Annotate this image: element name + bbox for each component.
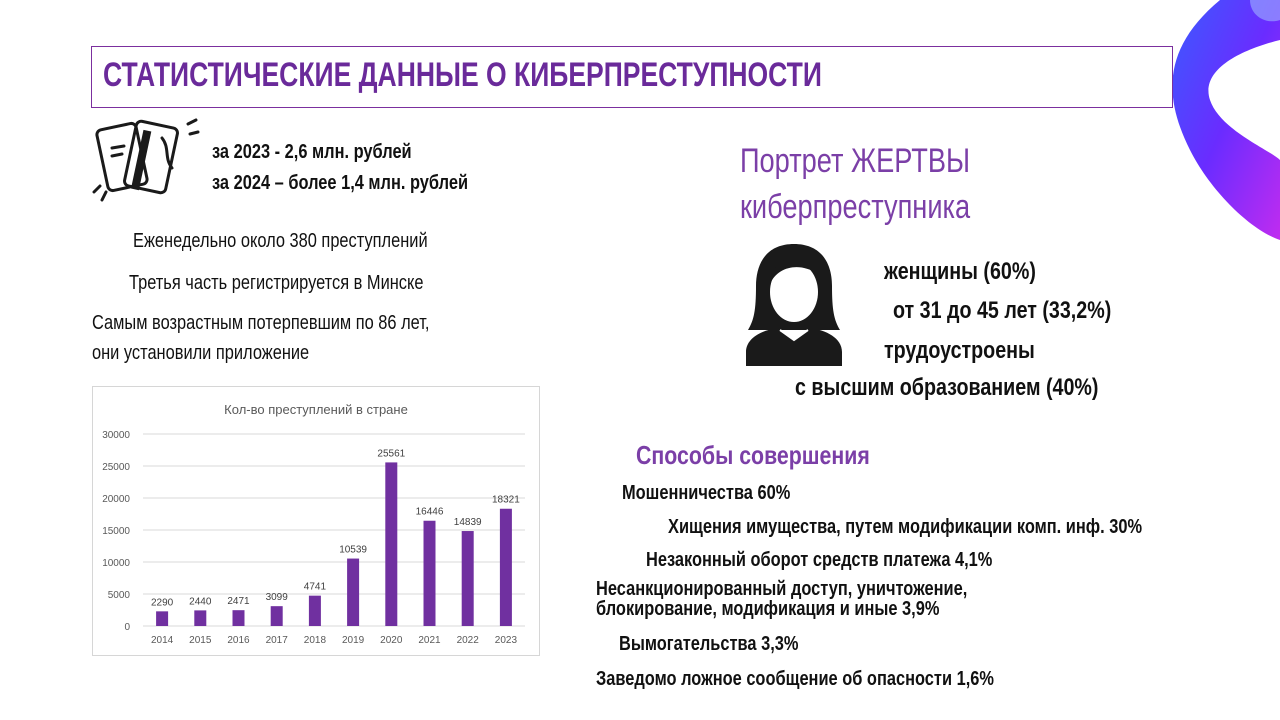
- bar-2019: [347, 558, 360, 626]
- damage-2024: за 2024 – более 1,4 млн. рублей: [212, 172, 469, 194]
- method-false-report: Заведомо ложное сообщение об опасности 1…: [596, 668, 994, 690]
- victim-women: женщины (60%): [884, 258, 1036, 285]
- chart-frame: Кол-во преступлений в стране 0 5000 10000 1…: [92, 386, 540, 656]
- bar-2018: [308, 595, 321, 626]
- bar-2021: [423, 520, 436, 626]
- x-tick-label: 2016: [227, 635, 250, 646]
- chart-title: Кол-во преступлений в стране: [224, 402, 408, 417]
- data-label: 3099: [266, 592, 289, 603]
- data-label: 2440: [189, 596, 212, 607]
- minsk-share: Третья часть регистрируется в Минске: [129, 272, 424, 294]
- data-label: 14839: [454, 517, 482, 528]
- x-tick-label: 2021: [418, 635, 441, 646]
- data-label: 18321: [492, 495, 520, 506]
- data-label: 16446: [416, 507, 444, 518]
- victim-employed: трудоустроены: [884, 337, 1035, 364]
- data-label: 2290: [151, 597, 174, 608]
- methods-heading: Способы совершения: [636, 440, 870, 470]
- oldest-victims-line1: Самым возрастным потерпевшим по 86 лет,: [92, 312, 430, 334]
- y-tick-label: 30000: [102, 430, 130, 441]
- method-payment: Незаконный оборот средств платежа 4,1%: [646, 549, 993, 571]
- x-tick-label: 2020: [380, 635, 403, 646]
- y-tick-label: 15000: [102, 526, 130, 537]
- x-tick-label: 2022: [457, 635, 480, 646]
- method-extortion: Вымогательства 3,3%: [619, 633, 799, 655]
- method-fraud: Мошенничества 60%: [622, 482, 791, 504]
- victim-heading-line1: Портрет ЖЕРТВЫ: [740, 142, 971, 180]
- x-tick-label: 2014: [151, 635, 174, 646]
- bank-cards-icon: [92, 118, 200, 202]
- decorative-ribbon: [1172, 0, 1280, 240]
- bar-2015: [194, 610, 207, 626]
- y-tick-label: 5000: [108, 590, 131, 601]
- bar-2023: [499, 508, 512, 626]
- x-tick-label: 2017: [266, 635, 289, 646]
- title-box: [91, 46, 1173, 108]
- y-tick-label: 10000: [102, 558, 130, 569]
- damage-2023: за 2023 - 2,6 млн. рублей: [212, 141, 412, 163]
- method-access-line2: блокирование, модификация и иные 3,9%: [596, 598, 940, 620]
- x-tick-label: 2018: [304, 635, 327, 646]
- page-title: СТАТИСТИЧЕСКИЕ ДАННЫЕ О КИБЕРПРЕСТУПНОСТ…: [103, 56, 822, 94]
- victim-education: с высшим образованием (40%): [795, 374, 1099, 401]
- victim-heading-line2: киберпреступника: [740, 188, 971, 226]
- bar-2014: [156, 611, 169, 626]
- bar-2016: [232, 610, 245, 626]
- y-tick-label: 20000: [102, 494, 130, 505]
- victim-age: от 31 до 45 лет (33,2%): [893, 297, 1112, 324]
- method-access-line1: Несанкционированный доступ, уничтожение,: [596, 578, 968, 600]
- x-tick-label: 2023: [495, 635, 518, 646]
- x-tick-label: 2019: [342, 635, 365, 646]
- bar-2020: [385, 462, 398, 626]
- woman-avatar-icon: [746, 244, 842, 366]
- data-label: 10539: [339, 545, 367, 556]
- data-label: 25561: [377, 448, 405, 459]
- y-tick-label: 25000: [102, 462, 130, 473]
- y-tick-label: 0: [124, 622, 130, 633]
- oldest-victims-line2: они установили приложение: [92, 342, 310, 364]
- data-label: 2471: [227, 596, 250, 607]
- weekly-crimes: Еженедельно около 380 преступлений: [133, 230, 428, 252]
- data-label: 4741: [304, 582, 327, 593]
- x-tick-label: 2015: [189, 635, 212, 646]
- bar-2022: [461, 531, 474, 626]
- method-theft: Хищения имущества, путем модификации ком…: [668, 516, 1143, 538]
- crimes-bar-chart: Кол-во преступлений в стране 0 5000 10000 1…: [102, 402, 525, 646]
- bar-2017: [270, 606, 283, 626]
